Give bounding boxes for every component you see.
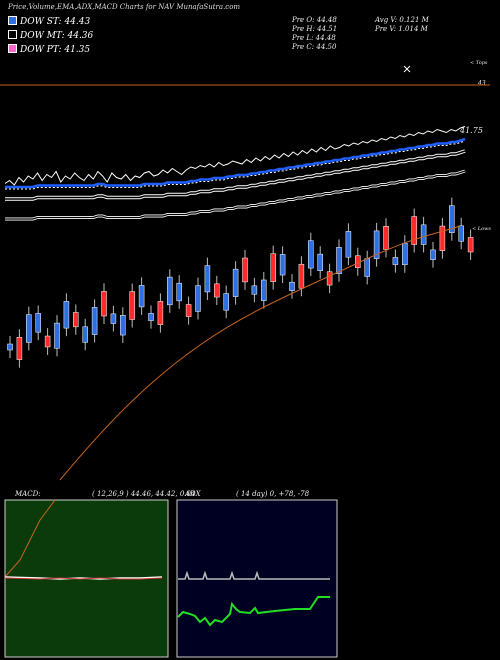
price-lines: [4, 126, 466, 190]
legend: DOW ST: 44.43 DOW MT: 44.36 DOW PT: 41.3…: [8, 16, 93, 55]
macd-params: ( 12,26,9 ) 44.46, 44.42, 0.04: [92, 490, 196, 498]
candle-body: [251, 285, 258, 295]
candle-body: [54, 322, 60, 349]
ref-value: 43: [478, 80, 486, 87]
candle-body: [232, 268, 239, 297]
legend-item-pt: DOW PT: 41.35: [8, 44, 93, 55]
candle-body: [157, 301, 164, 325]
candle-body: [458, 225, 464, 242]
candle-body: [101, 291, 107, 317]
candle-body: [420, 224, 427, 245]
tops-tag: < Tops: [470, 60, 488, 66]
ema-band-inner: [5, 170, 466, 220]
legend-item-mt: DOW MT: 44.36: [8, 30, 93, 41]
long-ema-curve: [59, 225, 461, 481]
candle-body: [430, 249, 436, 260]
candle-body: [110, 313, 117, 324]
chart-title: Price,Volume,EMA,ADX,MACD Charts for NAV…: [8, 3, 241, 11]
candle-body: [16, 336, 23, 360]
adx-params: ( 14 day) 0, +78, -78: [236, 490, 310, 498]
candle-body: [449, 205, 455, 234]
ema-bands: [5, 149, 466, 221]
adx-line: [178, 570, 330, 580]
candle-body: [223, 293, 229, 311]
candle-body: [214, 283, 220, 298]
candle-body: [326, 271, 333, 286]
candle-body: [345, 231, 352, 258]
legend-item-st: DOW ST: 44.43: [8, 16, 93, 27]
candle-body: [120, 315, 126, 336]
candle-body: [26, 314, 32, 343]
candle-body: [44, 335, 51, 348]
prev-open: Pre O: 44.48: [292, 16, 337, 24]
candle-body: [91, 307, 98, 335]
candle-body: [308, 240, 314, 269]
candle-body: [204, 265, 211, 293]
lows-tag: < Lows: [472, 226, 491, 232]
legend-swatch-mt: [8, 30, 17, 39]
prev-close: Pre C: 44.50: [292, 43, 337, 51]
macd-label: MACD:: [15, 490, 41, 498]
ema-value: 41.75: [460, 126, 483, 135]
candle-body: [336, 247, 342, 274]
candle-body: [82, 326, 88, 343]
prev-volume: Pre V: 1.014 M: [375, 25, 428, 33]
candle-body: [167, 276, 173, 306]
adx-plus-line: [177, 596, 330, 627]
candle-body: [261, 279, 267, 301]
cross-marker: [403, 65, 411, 73]
legend-label-st: DOW ST: 44.43: [20, 17, 91, 27]
close-line: [4, 126, 466, 186]
legend-label-pt: DOW PT: 41.35: [20, 45, 91, 55]
legend-swatch-pt: [8, 44, 17, 53]
ema-dotted-line: [5, 140, 466, 190]
candle-body: [148, 313, 154, 321]
candle-body: [411, 216, 417, 245]
prev-stats: Pre O: 44.48 Pre H: 44.51 Pre L: 44.48 P…: [292, 16, 337, 52]
candle-body: [298, 263, 305, 289]
candle-body: [242, 257, 248, 283]
candle-body: [73, 312, 79, 328]
macd-orange-line: [4, 499, 56, 578]
candle-body: [176, 282, 182, 302]
volume-stats: Avg V: 0.121 M Pre V: 1.014 M: [375, 16, 429, 34]
macd-signal-line: [4, 577, 163, 580]
candle-body: [138, 285, 145, 308]
candle-body: [383, 226, 389, 250]
legend-swatch-st: [8, 16, 17, 25]
candle-body: [392, 257, 399, 265]
candle-body: [195, 285, 201, 312]
ema-mid-inner: [5, 150, 466, 200]
candle-body: [289, 281, 295, 291]
candle-body: [467, 237, 474, 253]
candle-body: [270, 253, 276, 282]
prev-low: Pre L: 44.48: [292, 34, 336, 42]
avg-volume: Avg V: 0.121 M: [375, 16, 429, 24]
ema-fast-line: [5, 137, 466, 189]
candles: [7, 197, 474, 368]
candle-body: [7, 343, 13, 351]
candle-body: [279, 254, 286, 276]
candle-body: [129, 291, 135, 320]
candle-body: [317, 253, 323, 271]
candle-body: [185, 304, 192, 317]
candle-body: [35, 313, 41, 333]
legend-label-mt: DOW MT: 44.36: [20, 31, 94, 41]
candle-body: [63, 301, 70, 329]
adx-label: ADX: [185, 490, 201, 498]
candle-body: [373, 230, 380, 259]
candle-body: [439, 225, 446, 251]
prev-high: Pre H: 44.51: [292, 25, 338, 33]
